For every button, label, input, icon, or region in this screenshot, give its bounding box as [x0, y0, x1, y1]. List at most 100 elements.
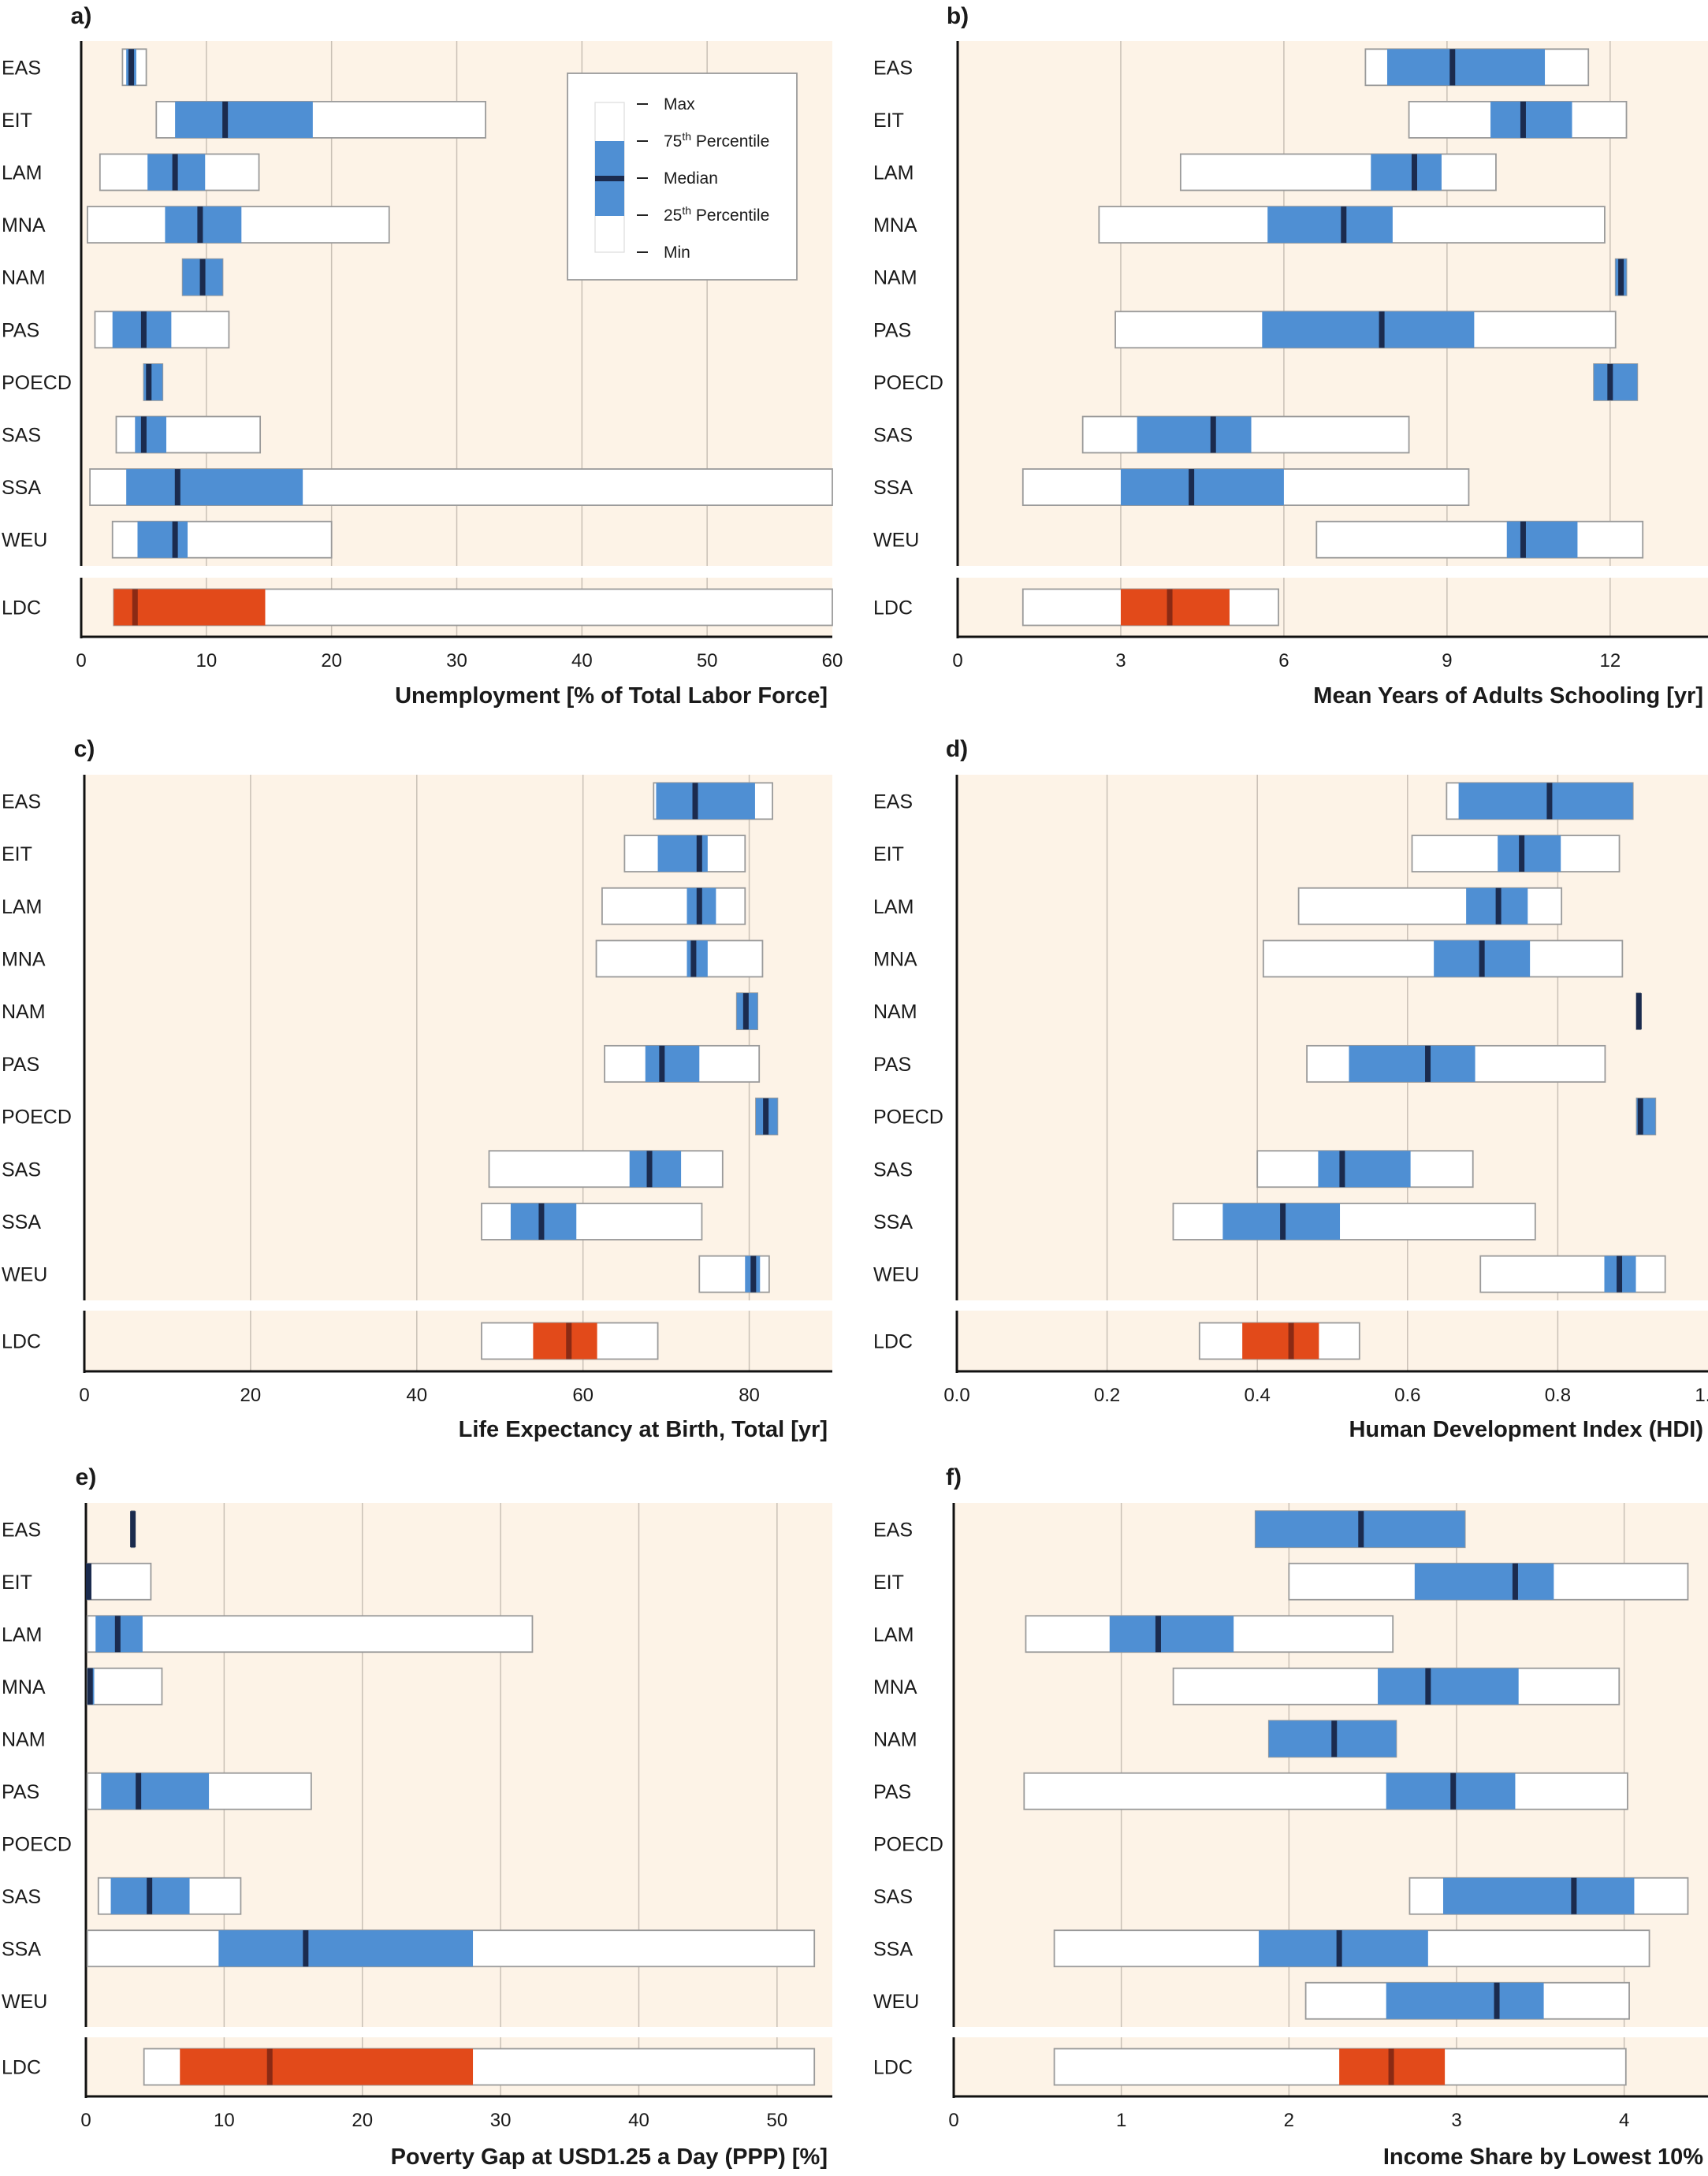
category-label: POECD: [873, 1107, 943, 1129]
median-marker: [692, 783, 698, 820]
category-label: PAS: [873, 319, 911, 341]
median-marker: [696, 835, 702, 872]
iqr-bar: [645, 1045, 700, 1082]
category-label: PAS: [2, 1781, 39, 1803]
median-marker: [147, 1877, 153, 1914]
median-marker: [174, 469, 180, 506]
median-marker: [1520, 101, 1526, 138]
row-nam: NAM: [2, 258, 224, 296]
row-eas: EAS: [873, 782, 1634, 820]
category-label: EAS: [873, 790, 913, 813]
x-tick-label: 9: [1442, 650, 1452, 671]
iqr-bar: [137, 521, 188, 558]
row-pas: PAS: [873, 1044, 1606, 1083]
panel-c: c) 0 20 40 60 80 Life Expectancy at Birth, Tot…: [2, 736, 832, 1442]
category-label: EIT: [2, 843, 32, 865]
category-label: SAS: [873, 1159, 913, 1181]
category-label: POECD: [2, 1833, 72, 1855]
row-eit: EIT: [873, 835, 1621, 872]
panel-letter: e): [76, 1464, 97, 1490]
median-marker: [1189, 469, 1195, 506]
row-lam: LAM: [873, 887, 1563, 925]
x-tick-label: 0.4: [1245, 1385, 1271, 1406]
median-marker: [1637, 1098, 1643, 1135]
x-tick-label: 20: [240, 1385, 262, 1406]
row-pas: PAS: [2, 1044, 761, 1083]
row-poecd: POECD: [2, 1097, 779, 1136]
category-label: LDC: [2, 2057, 41, 2079]
iqr-bar: [1120, 589, 1230, 626]
median-marker: [146, 363, 152, 400]
row-weu: WEU: [873, 520, 1644, 559]
category-label: LAM: [2, 1624, 42, 1646]
row-eas: EAS: [2, 1510, 136, 1549]
category-label: LAM: [2, 896, 42, 918]
range-bar: [1315, 520, 1644, 559]
category-label: SSA: [2, 1938, 41, 1960]
row-ldc: LDC: [2, 1322, 659, 1360]
row-weu: WEU: [2, 1255, 770, 1293]
iqr-bar: [1442, 1877, 1635, 1914]
x-tick-label: 10: [214, 2110, 235, 2131]
median-marker: [690, 940, 697, 977]
category-label: PAS: [873, 1054, 911, 1076]
x-tick-label: 0: [76, 650, 86, 671]
median-marker: [1339, 1151, 1345, 1188]
category-label: NAM: [2, 1001, 46, 1023]
median-marker: [130, 1511, 136, 1548]
row-pas: PAS: [2, 1772, 312, 1810]
median-marker: [538, 1203, 545, 1240]
median-marker: [1379, 311, 1385, 348]
iqr-bar: [1262, 311, 1475, 348]
category-label: NAM: [2, 1728, 46, 1750]
panel-letter: b): [947, 3, 969, 29]
category-label: MNA: [2, 1676, 46, 1698]
row-mna: MNA: [873, 1667, 1621, 1705]
category-label: WEU: [2, 530, 47, 552]
category-label: SSA: [2, 1211, 41, 1233]
row-eit: EIT: [2, 835, 746, 872]
x-tick-label: 2: [1284, 2110, 1294, 2131]
median-marker: [1388, 2048, 1394, 2085]
panel-b: b) 0 3 6 9 12 Mean Years of Adults Schooling […: [873, 3, 1708, 709]
category-label: WEU: [873, 1991, 919, 2013]
row-poecd: POECD: [2, 1833, 72, 1855]
category-label: NAM: [873, 267, 917, 289]
median-marker: [114, 1616, 121, 1653]
x-tick-label: 3: [1451, 2110, 1461, 2131]
category-label: EIT: [873, 110, 904, 132]
row-weu: WEU: [873, 1981, 1630, 2020]
iqr-bar: [1137, 416, 1252, 453]
iqr-bar: [1414, 1563, 1554, 1600]
median-marker: [172, 521, 178, 558]
x-tick-label: 40: [571, 650, 593, 671]
row-pas: PAS: [2, 311, 230, 349]
iqr-bar: [1506, 521, 1578, 558]
category-label: WEU: [873, 530, 919, 552]
category-label: SAS: [2, 1886, 41, 1908]
row-lam: LAM: [2, 1615, 534, 1653]
x-tick-label: 0: [952, 650, 962, 671]
category-label: MNA: [873, 948, 917, 970]
row-ldc: LDC: [873, 1322, 1360, 1360]
x-tick-label: 60: [572, 1385, 594, 1406]
median-marker: [1571, 1877, 1577, 1914]
category-label: PAS: [873, 1781, 911, 1803]
category-label: EAS: [2, 57, 41, 79]
row-mna: MNA: [2, 939, 764, 978]
median-marker: [742, 993, 749, 1030]
median-marker: [1618, 259, 1624, 296]
range-bar: [1479, 1255, 1666, 1293]
median-marker: [140, 416, 147, 453]
x-axis-label: Mean Years of Adults Schooling [yr]: [1313, 683, 1703, 709]
row-lam: LAM: [2, 153, 260, 192]
iqr-bar: [101, 1772, 210, 1810]
category-label: SAS: [873, 425, 913, 447]
iqr-bar: [629, 1151, 682, 1188]
median-marker: [1425, 1668, 1431, 1705]
iqr-bar: [180, 2048, 474, 2085]
x-tick-label: 3: [1115, 650, 1126, 671]
x-tick-label: 40: [406, 1385, 427, 1406]
category-label: EIT: [873, 843, 904, 865]
median-marker: [1449, 49, 1456, 86]
